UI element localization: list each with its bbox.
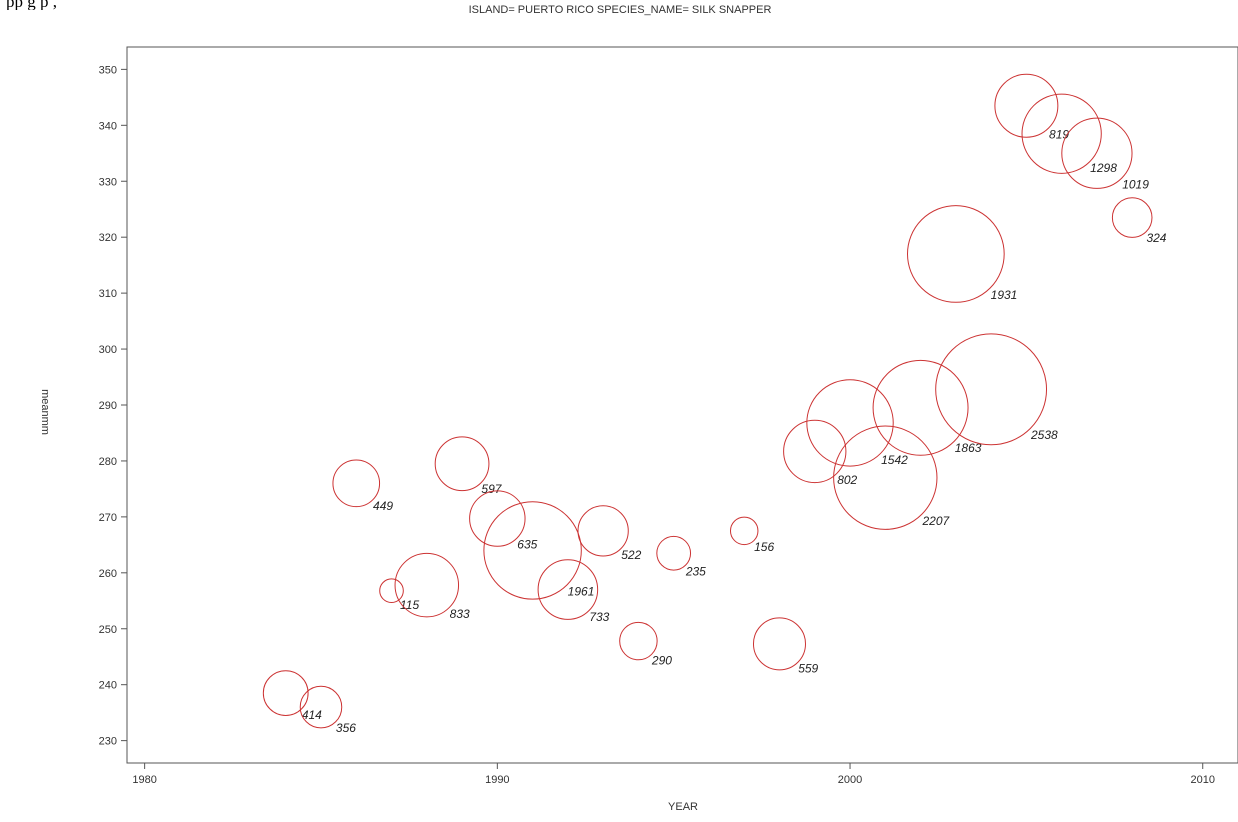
clipped-caption-text: pp g p , — [6, 0, 57, 10]
bubble — [783, 419, 847, 484]
bubble-count-label: 1863 — [955, 441, 982, 455]
x-tick-label: 2010 — [1190, 774, 1214, 786]
bubble-count-label: 449 — [373, 499, 393, 513]
y-tick-label: 240 — [99, 680, 117, 692]
bubble — [872, 359, 969, 456]
x-axis-title: YEAR — [668, 801, 698, 813]
x-axis: 1980 1990 2000 2010 — [132, 763, 1215, 786]
bubble-count-label: 559 — [798, 662, 818, 676]
bubble — [394, 552, 460, 618]
bubble-count-label: 356 — [336, 721, 356, 735]
bubble — [619, 621, 658, 661]
bubble — [469, 490, 526, 547]
bubble-count-label: 1298 — [1090, 161, 1117, 175]
y-tick-label: 270 — [99, 512, 117, 524]
bubble-count-label: 156 — [754, 540, 774, 554]
bubble — [299, 685, 343, 729]
chart-title: ISLAND= PUERTO RICO SPECIES_NAME= SILK S… — [469, 4, 772, 16]
bubble-count-label: 522 — [621, 548, 641, 562]
bubble — [262, 670, 309, 716]
x-tick-label: 2000 — [838, 774, 862, 786]
bubble-count-label: 115 — [400, 598, 419, 612]
bubble-count-label: 324 — [1146, 231, 1166, 245]
bubble-count-label: 733 — [589, 610, 609, 624]
bubble — [752, 617, 806, 671]
bubble-count-label: 2538 — [1030, 428, 1058, 442]
bubble — [833, 425, 938, 530]
y-tick-label: 300 — [99, 344, 117, 356]
bubble-count-label: 235 — [685, 564, 706, 578]
bubble — [1061, 117, 1133, 189]
bubble-count-label: 819 — [1049, 127, 1069, 141]
bubble-count-label: 1542 — [881, 453, 908, 467]
bubble — [806, 379, 894, 467]
y-tick-label: 230 — [99, 736, 117, 748]
bubble — [434, 436, 490, 492]
bubble-count-label: 802 — [837, 473, 857, 487]
y-tick-label: 330 — [99, 176, 117, 188]
bubble — [1111, 197, 1153, 238]
y-tick-label: 290 — [99, 400, 117, 412]
y-axis: 230 240 250 260 270 280 290 300 310 320 330 340 350 — [99, 64, 127, 748]
y-axis-title: meanmm — [39, 389, 51, 435]
bubble — [537, 559, 599, 620]
bubble — [994, 73, 1059, 138]
bubble-count-label: 2207 — [922, 514, 951, 528]
bubble-count-label: 833 — [450, 607, 470, 621]
x-tick-label: 1980 — [132, 774, 156, 786]
bubble-count-label: 1019 — [1122, 178, 1149, 192]
y-tick-label: 280 — [99, 456, 117, 468]
bubble — [907, 205, 1005, 303]
bubble — [1021, 93, 1102, 174]
y-tick-label: 250 — [99, 624, 117, 636]
bubble — [379, 578, 404, 604]
y-tick-label: 310 — [99, 288, 117, 300]
bubble — [577, 505, 629, 557]
bubble — [729, 516, 759, 546]
y-tick-label: 320 — [99, 232, 117, 244]
bubble — [332, 459, 381, 508]
bubble-count-label: 1961 — [568, 585, 595, 599]
y-tick-label: 260 — [99, 568, 117, 580]
bubble-count-label: 1931 — [991, 288, 1018, 302]
bubble-count-label: 290 — [651, 654, 672, 668]
bubbles: 4143564491158335976351961733522290235156… — [262, 73, 1167, 735]
bubble-count-label: 635 — [517, 538, 537, 552]
y-tick-label: 350 — [99, 64, 117, 76]
bubble-count-label: 414 — [302, 708, 322, 722]
bubble — [935, 333, 1048, 446]
bubble — [483, 501, 582, 600]
plot-frame — [126, 46, 1238, 764]
x-tick-label: 1990 — [485, 774, 509, 786]
y-tick-label: 340 — [99, 120, 117, 132]
bubble — [656, 535, 692, 571]
